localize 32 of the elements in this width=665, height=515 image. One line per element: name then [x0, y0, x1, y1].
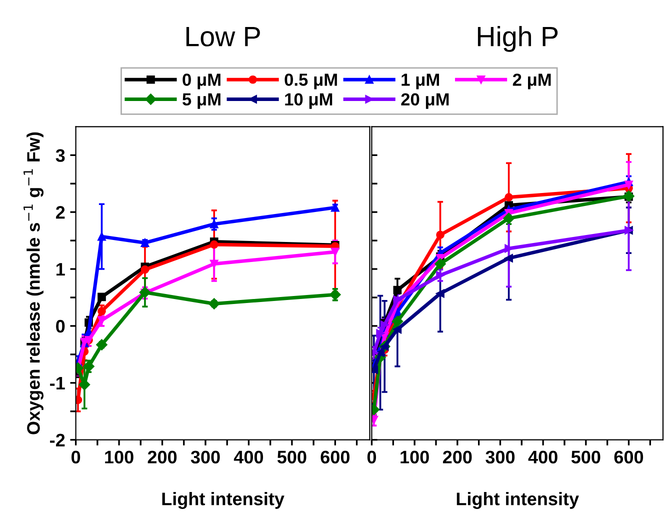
- y-tick-label: 1: [56, 263, 65, 276]
- legend-label: 20 μM: [401, 93, 449, 109]
- x-tick-label: 600: [320, 450, 350, 464]
- x-tick-label: 200: [442, 450, 472, 464]
- y-tick-label: 3: [56, 149, 65, 162]
- x-tick-label: 400: [528, 450, 558, 464]
- legend-label: 0.5 μM: [284, 74, 337, 90]
- x-tick-label: 500: [277, 450, 306, 464]
- x-tick-label: 100: [105, 450, 134, 464]
- x-tick-label: 0: [72, 450, 80, 464]
- legend-label: 5 μM: [182, 93, 220, 109]
- x-tick-label: 200: [148, 450, 177, 464]
- x-tick-label: 0: [367, 450, 376, 464]
- x-tick-label: 100: [400, 450, 429, 464]
- y-tick-label: -1: [50, 377, 65, 390]
- x-tick-label: 500: [571, 450, 600, 464]
- y-tick-label: 2: [56, 206, 65, 219]
- legend-label: 2 μM: [512, 74, 551, 90]
- legend-label: 10 μM: [285, 93, 332, 109]
- x-tick-label: 600: [614, 450, 644, 464]
- y-tick-label: 0: [56, 320, 65, 333]
- x-tick-label: 300: [190, 450, 220, 464]
- x-axis-title: Light intensity: [456, 492, 579, 509]
- x-tick-label: 300: [486, 450, 515, 464]
- y-axis-title: Oxygen release (nmole s$^{−1}$ g$^{−1}$ Fw): [24, 132, 44, 434]
- legend-label: 0 μM: [182, 74, 220, 90]
- x-tick-label: 400: [234, 450, 264, 464]
- y-tick-label: -2: [50, 434, 65, 446]
- x-axis-title: Light intensity: [162, 492, 284, 509]
- legend-label: 1 μM: [402, 74, 439, 90]
- chart-title: Low P: [186, 27, 260, 46]
- chart-title: High P: [478, 26, 558, 52]
